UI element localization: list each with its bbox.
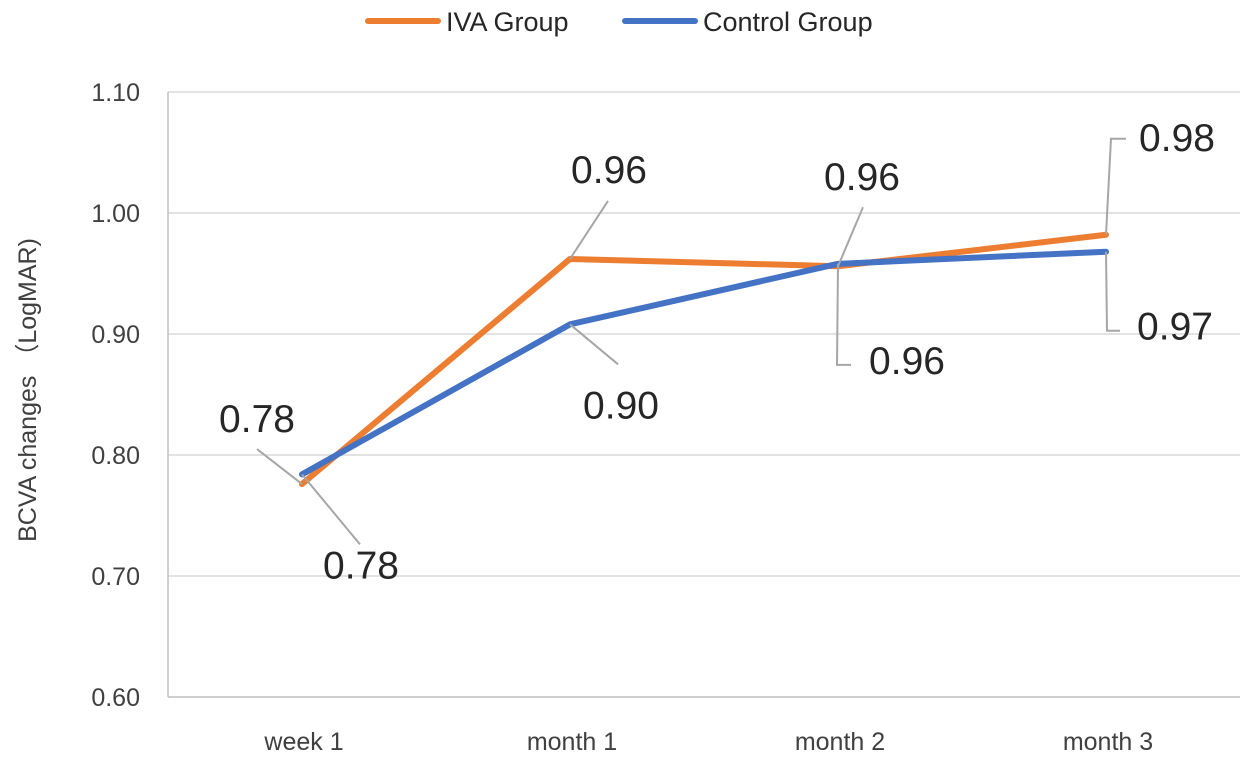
legend: IVA Group Control Group <box>365 7 873 37</box>
leader-line-iva <box>1105 137 1126 235</box>
legend-label-iva: IVA Group <box>446 7 569 37</box>
data-label-control: 0.96 <box>869 340 945 383</box>
y-tick-labels: 0.60 0.70 0.80 0.90 1.00 1.10 <box>91 79 140 712</box>
series-line-iva <box>299 231 1109 488</box>
y-tick-label: 0.70 <box>91 563 140 591</box>
data-label-iva: 0.78 <box>219 398 295 441</box>
y-tick-label: 1.00 <box>91 200 140 228</box>
y-tick-label: 0.60 <box>91 684 140 712</box>
label-leader-lines <box>256 137 1126 545</box>
x-tick-label: week 1 <box>263 728 343 756</box>
x-tick-label: month 1 <box>527 728 617 756</box>
leader-line-control <box>835 263 851 366</box>
leader-line-iva <box>837 206 864 267</box>
x-tick-label: month 2 <box>795 728 885 756</box>
data-label-iva: 0.98 <box>1139 117 1215 160</box>
y-tick-label: 0.90 <box>91 321 140 349</box>
data-label-control: 0.78 <box>323 544 399 587</box>
series-lines <box>299 231 1109 488</box>
data-label-iva: 0.96 <box>824 156 900 199</box>
y-tick-label: 1.10 <box>91 79 140 107</box>
data-labels: 0.78 0.96 0.96 0.98 0.78 0.90 0.96 0.97 <box>219 117 1215 588</box>
leader-line-iva <box>569 200 609 260</box>
data-label-control: 0.97 <box>1137 306 1213 349</box>
x-tick-labels: week 1 month 1 month 2 month 3 <box>263 728 1153 756</box>
leader-line-control <box>301 473 361 545</box>
y-axis-label: BCVA changes （LogMAR) <box>14 238 42 542</box>
leader-line-iva <box>256 448 303 485</box>
leader-line-control <box>1105 251 1120 332</box>
gridlines <box>168 91 1240 577</box>
data-label-control: 0.90 <box>583 384 659 427</box>
x-tick-label: month 3 <box>1063 728 1153 756</box>
series-line-control <box>299 248 1109 478</box>
legend-label-control: Control Group <box>703 7 873 37</box>
data-label-iva: 0.96 <box>571 149 647 192</box>
leader-line-control <box>569 323 619 366</box>
y-tick-label: 0.80 <box>91 442 140 470</box>
